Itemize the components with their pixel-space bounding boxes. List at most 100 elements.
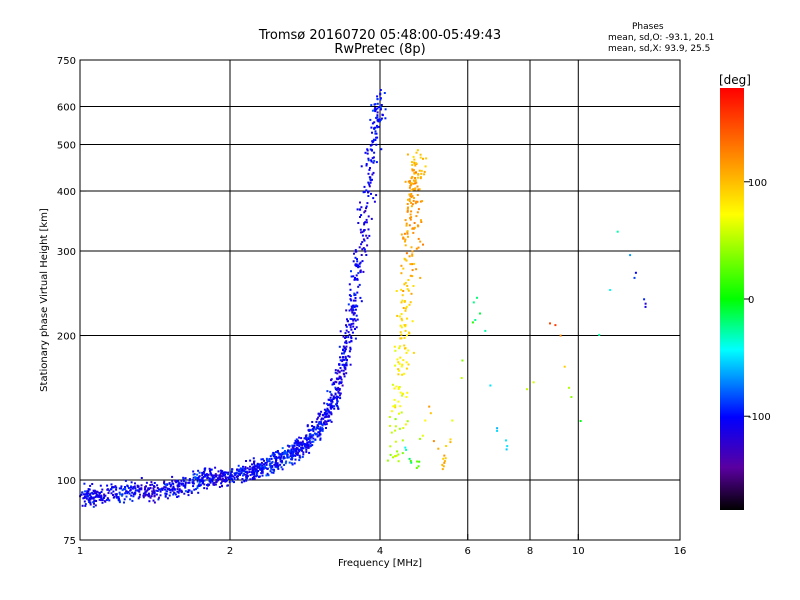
data-point <box>133 485 136 488</box>
data-point <box>94 504 97 507</box>
data-point <box>296 444 299 447</box>
data-point <box>394 429 397 432</box>
data-point <box>257 465 260 468</box>
data-point <box>376 119 379 122</box>
data-point <box>211 477 214 480</box>
data-point <box>88 499 91 502</box>
data-point <box>248 471 251 473</box>
data-point <box>403 300 406 303</box>
data-point <box>112 494 114 496</box>
data-point <box>360 214 363 217</box>
data-point <box>394 349 397 352</box>
data-point <box>275 451 277 454</box>
data-point <box>380 117 383 120</box>
data-point <box>367 215 370 218</box>
data-point <box>107 492 110 494</box>
data-point <box>84 490 87 493</box>
data-point <box>214 466 217 469</box>
data-point <box>343 375 346 378</box>
data-point <box>411 320 414 323</box>
data-point <box>347 303 350 306</box>
data-point <box>209 468 212 471</box>
data-point <box>164 495 167 498</box>
data-point <box>184 486 187 489</box>
data-point <box>140 487 143 490</box>
data-point <box>139 493 141 496</box>
data-point <box>317 431 320 434</box>
data-point <box>345 342 348 345</box>
data-point <box>119 493 122 496</box>
data-point <box>180 489 183 492</box>
data-point <box>317 425 320 428</box>
data-point <box>157 488 160 491</box>
data-point <box>178 489 181 492</box>
data-point <box>336 399 339 402</box>
data-point <box>367 159 370 162</box>
data-point <box>307 446 310 449</box>
data-point <box>342 335 345 338</box>
data-point <box>324 423 327 426</box>
data-point <box>489 384 492 387</box>
data-point <box>217 478 220 481</box>
data-point <box>404 238 407 241</box>
data-point <box>312 434 315 437</box>
data-point <box>392 456 394 459</box>
data-point <box>222 480 225 482</box>
data-point <box>370 160 373 163</box>
data-point <box>405 396 408 398</box>
data-point <box>461 359 464 362</box>
data-point <box>366 237 369 240</box>
data-point <box>257 470 259 472</box>
data-point <box>91 483 94 485</box>
data-point <box>424 419 427 422</box>
data-point <box>338 370 341 373</box>
data-point <box>407 198 409 201</box>
data-point <box>363 248 366 251</box>
data-point <box>399 391 402 394</box>
data-point <box>322 414 325 417</box>
data-point <box>407 289 410 292</box>
data-point <box>103 493 106 496</box>
data-point <box>292 455 294 457</box>
data-point <box>293 462 296 465</box>
data-point <box>210 468 213 471</box>
data-point <box>132 486 135 489</box>
data-point <box>349 288 352 291</box>
data-point <box>329 419 332 422</box>
data-point <box>401 373 404 376</box>
data-point <box>403 344 406 347</box>
data-point <box>348 323 351 326</box>
data-point <box>170 484 172 486</box>
data-point <box>220 470 223 473</box>
data-point <box>369 148 372 151</box>
data-point <box>360 206 363 209</box>
data-point <box>291 453 294 456</box>
data-point <box>244 466 247 469</box>
data-point <box>270 467 273 470</box>
data-point <box>218 486 221 488</box>
data-point <box>221 477 224 480</box>
data-point <box>353 312 356 315</box>
data-point <box>102 497 105 499</box>
data-point <box>89 484 92 487</box>
data-point <box>415 467 418 469</box>
data-point <box>407 235 409 238</box>
data-point <box>292 451 295 454</box>
data-point <box>328 415 331 418</box>
data-point <box>352 299 355 302</box>
data-point <box>404 309 407 312</box>
data-point <box>266 472 269 475</box>
data-point <box>229 476 232 479</box>
data-point <box>411 253 414 256</box>
data-point <box>353 252 355 255</box>
data-point <box>399 405 402 408</box>
data-point <box>414 187 417 190</box>
data-point <box>295 450 298 453</box>
data-point <box>400 288 403 291</box>
data-point <box>366 152 369 155</box>
data-point <box>366 244 369 247</box>
data-point <box>180 483 183 486</box>
data-point <box>373 108 376 111</box>
data-point <box>376 126 379 129</box>
data-point <box>333 405 336 408</box>
